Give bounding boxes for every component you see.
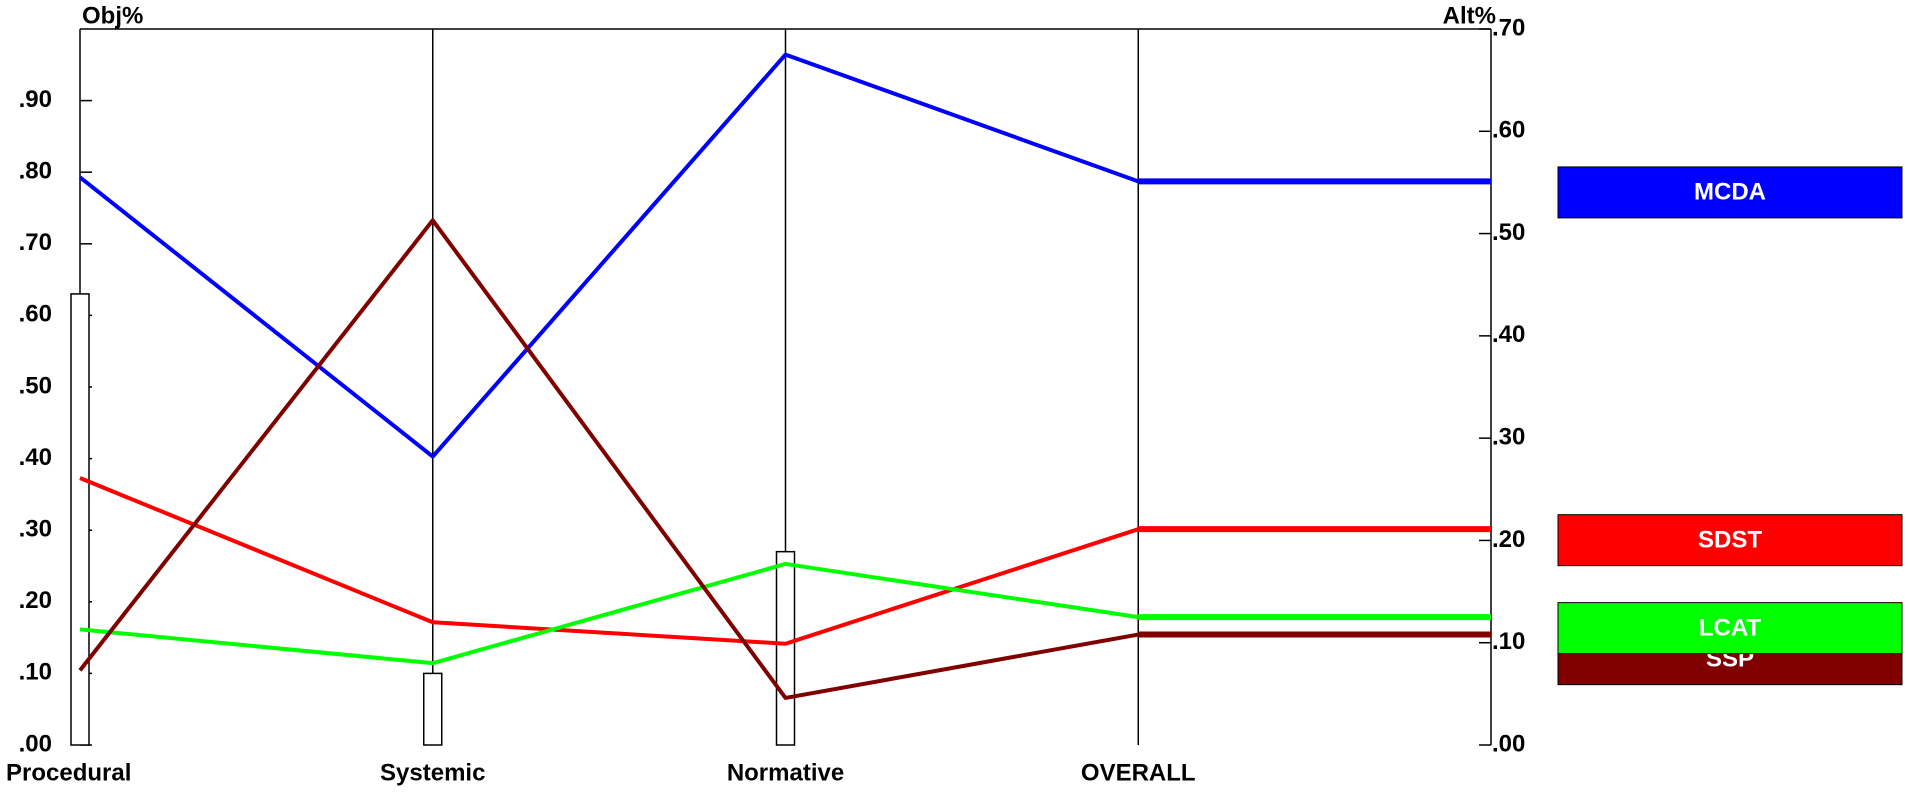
y-tick-label: .40 [19,444,52,471]
x-tick-label: Normative [727,759,844,786]
y-tick-label: .90 [19,86,52,113]
series-line [78,218,1139,700]
x-tick-label: Procedural [6,759,131,786]
y-tick-label: .60 [19,301,52,328]
y2-tick-label: .10 [1492,628,1525,655]
legend-swatch [1557,166,1903,219]
y2-tick-label: .00 [1492,730,1525,757]
bar [775,550,796,746]
y2-tick-label: .20 [1492,526,1525,553]
y2-tick-label: .60 [1492,117,1525,144]
y-tick-label: .50 [19,372,52,399]
y-tick-label: .10 [19,659,52,686]
y2-tick-label: .40 [1492,321,1525,348]
bar [423,672,443,746]
y-tick-label: .00 [19,730,52,757]
legend-swatch [1557,602,1903,655]
y2-axis-title: Alt% [1443,2,1496,29]
y-tick-label: .80 [19,158,52,185]
y-tick-label: .30 [19,516,52,543]
x-tick-label: Systemic [380,759,485,786]
legend-label: LCAT [1699,614,1762,641]
series-line [79,476,1139,646]
series-line [78,52,1139,459]
legend-label: MCDA [1694,179,1766,206]
series-line [79,561,1139,666]
bar [70,293,90,746]
y2-tick-label: .30 [1492,423,1525,450]
legend-swatch [1557,514,1903,567]
legend-label: SDST [1698,527,1762,554]
y-axis-title: Obj% [82,2,143,29]
y-tick-label: .20 [19,587,52,614]
y2-tick-label: .70 [1492,14,1525,41]
y2-tick-label: .50 [1492,219,1525,246]
y-tick-label: .70 [19,229,52,256]
x-tick-label: OVERALL [1081,759,1196,786]
